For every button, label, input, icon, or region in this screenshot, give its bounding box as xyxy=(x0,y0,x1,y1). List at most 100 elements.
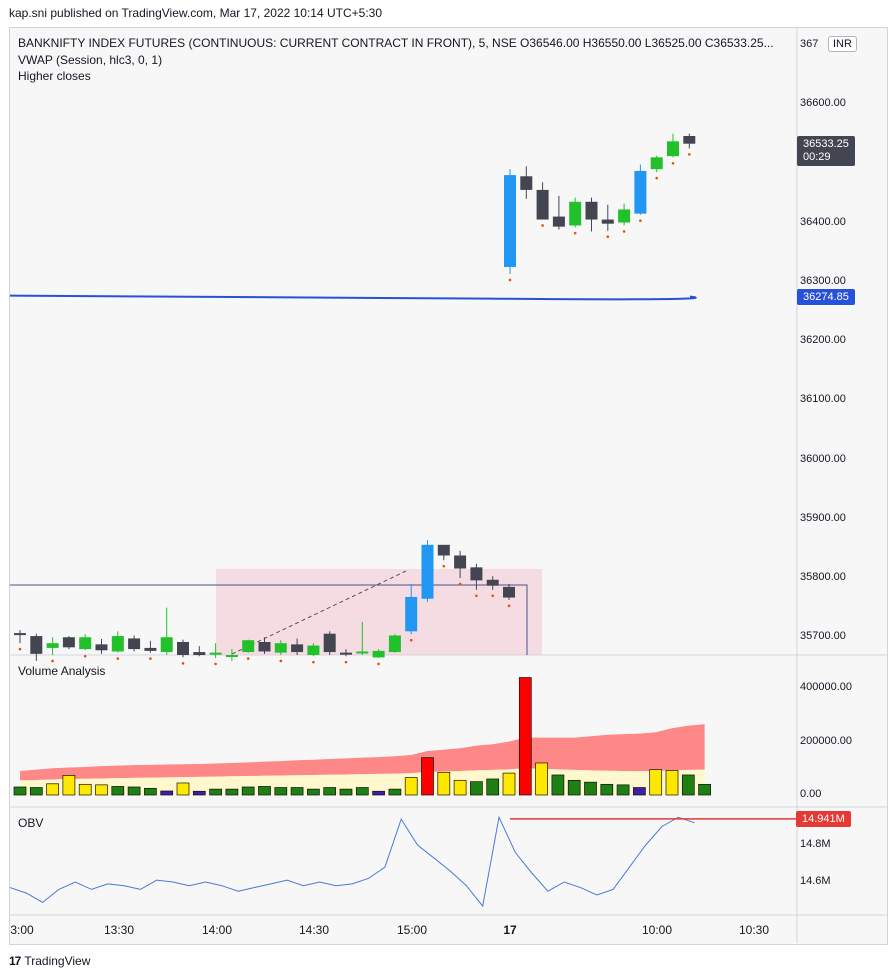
volume-tick-2: 0.00 xyxy=(800,788,822,800)
session1-candle-20 xyxy=(340,652,352,655)
study-legend[interactable]: Higher closes xyxy=(18,69,91,83)
volume-bar-14 xyxy=(241,786,255,796)
session1-candle-15 xyxy=(258,641,271,652)
session1-candle-9 xyxy=(160,637,173,653)
session1-candle-25 xyxy=(421,544,434,599)
session1-vwap-dot-16 xyxy=(279,659,283,663)
volume-bar-24 xyxy=(404,777,418,796)
session1-vwap-dot-0 xyxy=(18,647,22,651)
published-caption: kap.sni published on TradingView.com, Ma… xyxy=(9,6,383,20)
session2-vwap-dot-10 xyxy=(671,161,675,165)
session1-candle-5 xyxy=(95,644,108,651)
session1-candle-30 xyxy=(503,586,515,598)
session1-candle-2 xyxy=(46,643,59,648)
volume-pane-title[interactable]: Volume Analysis xyxy=(18,664,106,678)
volume-bar-25 xyxy=(421,757,434,796)
volume-bar-15 xyxy=(258,786,271,796)
time-tick-2: 14:00 xyxy=(201,923,233,937)
currency-badge[interactable]: INR xyxy=(828,36,857,52)
session1-candle-17 xyxy=(291,644,304,653)
session2-vwap-dot-8 xyxy=(639,219,642,223)
session1-vwap-dot-28 xyxy=(475,594,478,598)
time-tick-7: 10:30 xyxy=(738,923,770,937)
session1-candle-8 xyxy=(144,647,157,651)
price-tick-8: 35800.00 xyxy=(800,571,846,583)
price-tick-0: 36600.00 xyxy=(800,97,846,109)
session2-candle-7 xyxy=(618,209,631,223)
symbol-legend[interactable]: BANKNIFTY INDEX FUTURES (CONTINUOUS: CUR… xyxy=(18,36,774,50)
session1-vwap-dot-8 xyxy=(149,657,152,660)
price-tick-6: 36000.00 xyxy=(800,452,846,465)
volume-bar-3 xyxy=(62,775,76,796)
session1-vwap-dot-4 xyxy=(83,654,87,658)
session2-vwap-dot-4 xyxy=(573,231,577,235)
obv-tick-1: 14.6M xyxy=(800,875,831,887)
session2-candle-10 xyxy=(667,141,679,157)
session1-candle-22 xyxy=(372,650,385,658)
session2-candle-8 xyxy=(634,170,647,214)
volume-tick-0: 400000.00 xyxy=(800,681,852,694)
session1-vwap-dot-30 xyxy=(507,604,511,608)
session2-vwap-dot-2 xyxy=(541,224,544,227)
volume-bar-18 xyxy=(307,788,320,796)
volume-bar-20 xyxy=(339,788,353,796)
volume-bar-9 xyxy=(160,790,174,796)
price-tick-7: 35900.00 xyxy=(800,511,846,524)
session1-candle-29 xyxy=(486,579,499,586)
session2-candle-6 xyxy=(601,219,614,224)
session2-vwap-dot-6 xyxy=(606,235,610,239)
volume-bar-41 xyxy=(681,774,695,796)
volume-bar-12 xyxy=(209,788,222,796)
volume-bar-38 xyxy=(633,787,646,796)
session2-candle-5 xyxy=(585,201,598,220)
session2-vwap-dot-0 xyxy=(508,278,512,282)
tradingview-brand[interactable]: 17 TradingView xyxy=(9,954,90,968)
volume-bar-16 xyxy=(274,787,288,796)
session1-vwap-dot-26 xyxy=(442,564,446,568)
session1-candle-21 xyxy=(356,651,369,654)
volume-bar-5 xyxy=(95,784,108,796)
session1-candle-26 xyxy=(437,544,450,556)
session1-candle-27 xyxy=(454,555,467,569)
volume-bar-1 xyxy=(29,787,43,796)
session1-vwap-dot-29 xyxy=(491,594,495,598)
time-tick-5: 17 xyxy=(503,923,517,937)
session1-candle-3 xyxy=(62,637,75,648)
volume-bar-7 xyxy=(127,786,141,796)
obv-pane-title[interactable]: OBV xyxy=(18,816,44,830)
session1-vwap-dot-27 xyxy=(458,582,462,586)
volume-bar-34 xyxy=(567,779,581,796)
price-tick-top: 367 xyxy=(800,38,819,50)
volume-bar-35 xyxy=(584,781,597,796)
volume-bar-2 xyxy=(46,783,59,796)
session1-candle-18 xyxy=(307,645,320,656)
session1-vwap-dot-10 xyxy=(181,662,185,665)
session1-candle-19 xyxy=(323,633,336,653)
volume-bar-10 xyxy=(176,782,190,796)
volume-bar-42 xyxy=(698,783,711,796)
volume-bar-6 xyxy=(111,786,125,796)
price-tick-5: 36100.00 xyxy=(800,393,846,406)
volume-bar-13 xyxy=(225,788,239,796)
session2-candle-3 xyxy=(552,216,565,227)
session1-candle-13 xyxy=(225,655,238,658)
vwap-legend[interactable]: VWAP (Session, hlc3, 0, 1) xyxy=(18,53,163,67)
tradingview-brand-label: TradingView xyxy=(24,954,91,968)
session2-vwap-dot-9 xyxy=(655,176,658,180)
volume-bar-23 xyxy=(388,788,402,796)
volume-bar-31 xyxy=(518,677,532,796)
volume-low-band xyxy=(20,768,705,795)
horizontal-support-line xyxy=(9,294,697,301)
obv-last-tag: 14.941M xyxy=(796,810,851,827)
time-tick-3: 14:30 xyxy=(298,923,330,937)
volume-bar-32 xyxy=(535,762,548,796)
price-tick-9: 35700.00 xyxy=(800,630,846,643)
volume-bar-40 xyxy=(665,770,679,796)
volume-bar-39 xyxy=(649,769,663,796)
last-price-tag: 36533.25 00:29 xyxy=(797,135,855,166)
tradingview-logo-icon: 17 xyxy=(9,954,21,968)
session1-candle-24 xyxy=(405,596,418,632)
session1-vwap-dot-22 xyxy=(377,662,380,666)
time-tick-6: 10:00 xyxy=(641,923,673,937)
